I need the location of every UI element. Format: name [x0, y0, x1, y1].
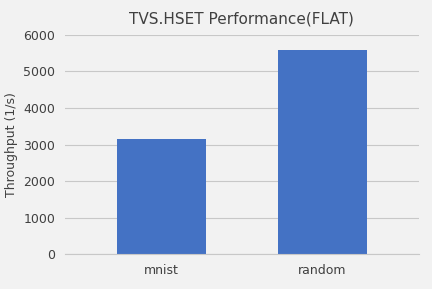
Y-axis label: Throughput (1/s): Throughput (1/s) [4, 92, 18, 197]
Title: TVS.HSET Performance(FLAT): TVS.HSET Performance(FLAT) [130, 12, 354, 27]
Bar [117, 139, 206, 254]
Bar [278, 50, 367, 254]
